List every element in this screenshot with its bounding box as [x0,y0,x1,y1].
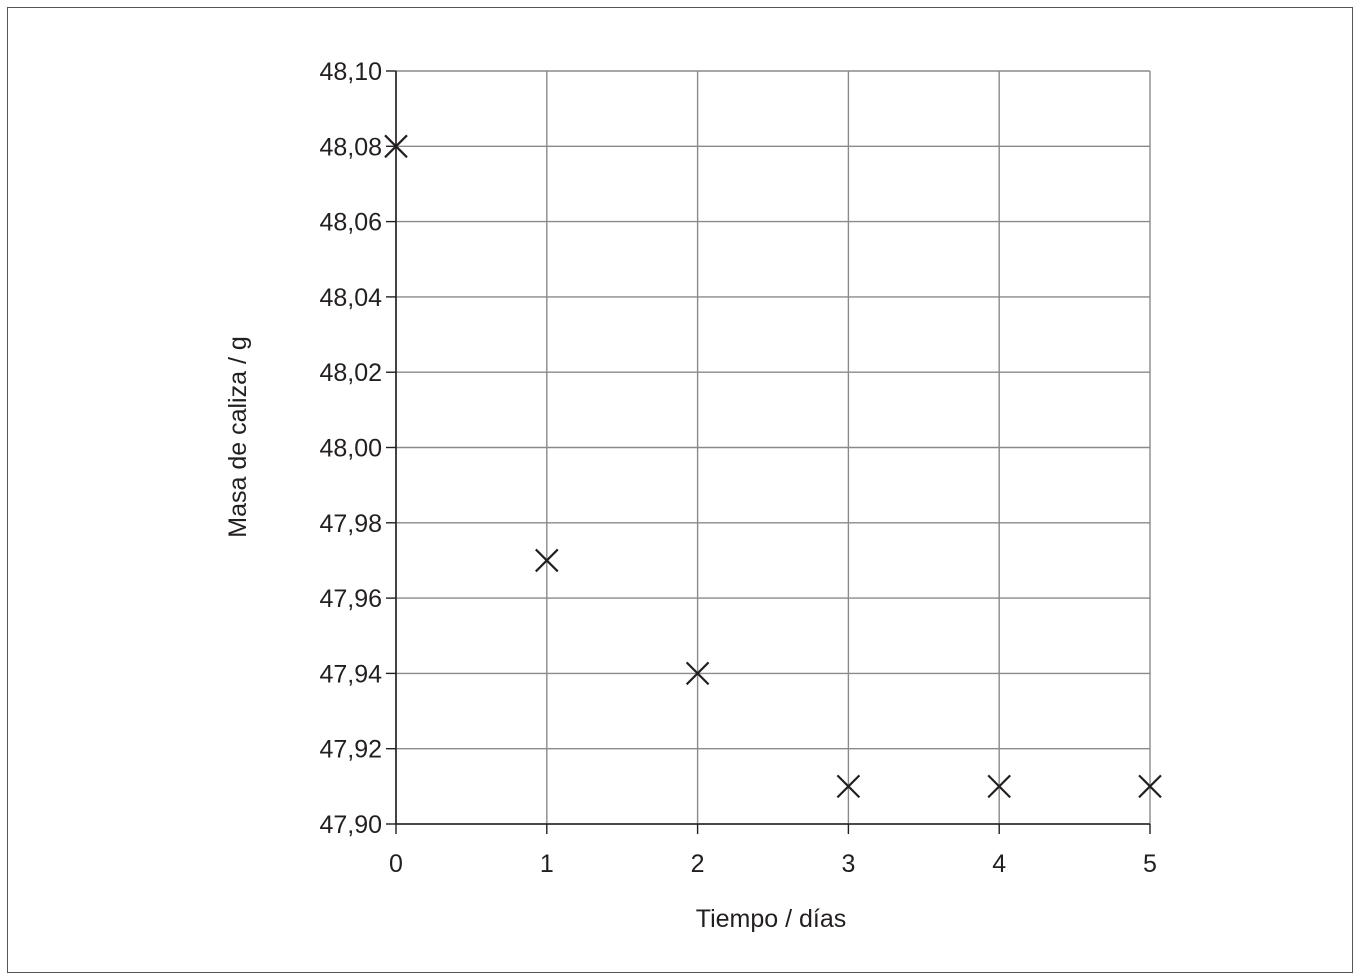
y-tick-label: 47,90 [319,811,382,839]
y-tick-label: 47,92 [319,736,382,764]
x-tick-label: 1 [540,850,554,878]
data-point [836,774,861,799]
x-tick-label: 4 [992,850,1006,878]
y-tick-label: 48,00 [319,435,382,463]
y-tick-labels: 47,90 47,92 47,94 47,96 47,98 48,00 48,02 48,04… [319,58,382,839]
x-marker-stroke [685,661,710,686]
y-tick-label: 48,08 [319,133,382,161]
x-marker-stroke [535,548,559,573]
x-tick-labels: 0 1 2 3 4 5 [389,850,1157,878]
data-point [685,661,710,686]
y-tick-label: 47,96 [319,585,382,613]
data-point [1138,774,1162,799]
axes [386,70,1151,834]
y-tick-label: 47,94 [319,660,382,688]
x-marker-stroke [384,134,408,159]
figure-frame [7,7,1353,973]
x-axis-label: Tiempo / días [696,905,847,933]
data-point [987,774,1011,799]
x-marker-stroke [987,774,1011,799]
y-tick-label: 48,06 [319,209,382,237]
x-tick-label: 0 [389,850,403,878]
x-tick-label: 3 [841,850,855,878]
data-point [384,134,408,159]
x-tick-label: 5 [1143,850,1157,878]
x-marker-stroke [1138,774,1162,799]
y-axis-label: Masa de caliza / g [224,336,252,538]
grid [395,70,1151,825]
x-marker-stroke [836,774,861,799]
x-tick-label: 2 [691,850,705,878]
data-points [384,134,1162,799]
y-tick-label: 48,04 [319,284,382,312]
y-tick-label: 48,10 [319,58,382,86]
y-tick-label: 48,02 [319,359,382,387]
y-tick-label: 47,98 [319,510,382,538]
data-point [535,548,559,573]
